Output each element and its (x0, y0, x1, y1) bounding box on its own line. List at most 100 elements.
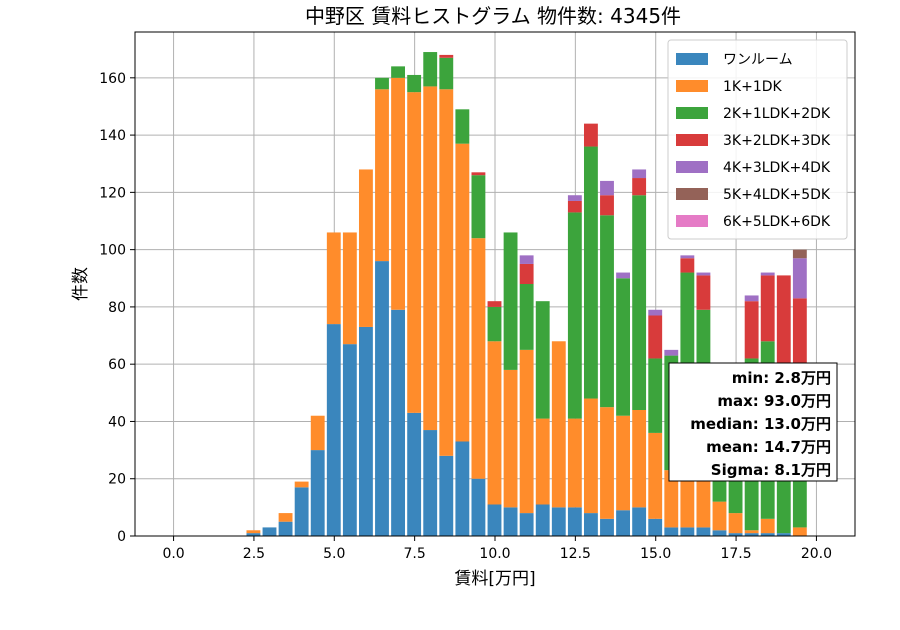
bar-segment (680, 258, 695, 273)
bar-segment (696, 275, 711, 310)
bar-segment (342, 344, 357, 536)
bar-segment (262, 527, 277, 536)
bar-segment (760, 272, 775, 276)
y-tick-label: 60 (108, 357, 126, 373)
x-tick-label: 12.5 (560, 546, 591, 562)
bar-segment (567, 200, 582, 213)
bar-segment (471, 238, 486, 479)
bar-segment (712, 530, 727, 536)
bar-segment (664, 527, 679, 536)
bar-segment (648, 358, 663, 433)
bar-segment (535, 504, 550, 536)
bar-segment (423, 430, 438, 536)
bar-segment (407, 92, 422, 413)
bar-segment (503, 232, 518, 370)
bar-segment (326, 324, 341, 536)
bar-segment (358, 169, 373, 327)
bar-segment (696, 470, 711, 528)
legend-label: 4K+3LDK+4DK (723, 160, 831, 176)
legend-swatch (676, 161, 708, 173)
bar-segment (744, 530, 759, 534)
bar-segment (632, 410, 647, 508)
bar-segment (423, 86, 438, 431)
bar-segment (567, 195, 582, 201)
bar-segment (551, 507, 566, 536)
bar-segment (728, 513, 743, 534)
bar-segment (648, 432, 663, 519)
bar-segment (487, 341, 502, 505)
bar-segment (712, 501, 727, 531)
y-tick-label: 80 (108, 300, 126, 316)
x-tick-label: 0.0 (162, 546, 184, 562)
bar-segment (439, 54, 454, 58)
legend-label: 1K+1DK (723, 79, 783, 95)
bar-segment (391, 66, 405, 78)
x-axis-ticks: 0.0 2.5 5.0 7.5 10.0 12.5 15.0 17.5 20.0 (162, 536, 832, 562)
bar-segment (680, 527, 695, 536)
legend-swatch (676, 134, 708, 146)
y-axis-ticks: 0 20 40 60 80 100 120 140 160 (99, 71, 135, 545)
legend-swatch (676, 53, 708, 65)
y-tick-label: 120 (99, 185, 126, 201)
legend-label: 5K+4LDK+5DK (723, 187, 831, 203)
legend-label: 6K+5LDK+6DK (723, 214, 831, 230)
bar-segment (600, 180, 614, 196)
bar-segment (648, 309, 663, 316)
bar-segment (760, 275, 775, 342)
stats-box-frame (668, 362, 838, 482)
bar-segment (760, 533, 775, 536)
bar-segment (358, 326, 373, 536)
bar-segment (616, 278, 630, 416)
bar-segment (503, 369, 518, 508)
bar-segment (792, 527, 807, 536)
bar-segment (519, 255, 534, 264)
bar-segment (471, 172, 486, 176)
x-tick-label: 5.0 (323, 546, 345, 562)
bar-segment (471, 175, 486, 239)
bar-segment (535, 301, 550, 419)
bar-segment (407, 74, 422, 93)
bar-segment (487, 306, 502, 342)
bar-segment (407, 412, 422, 536)
bar-segment (278, 521, 293, 536)
bar-segment (310, 415, 325, 451)
bar-segment (792, 258, 807, 299)
bar-segment (471, 478, 486, 536)
bar-segment (648, 315, 663, 359)
bar-segment (375, 77, 389, 90)
bar-segment (455, 109, 470, 144)
bar-segment (792, 249, 807, 259)
bar-segment (567, 418, 582, 508)
y-tick-label: 140 (99, 128, 126, 144)
bar-segment (616, 272, 630, 279)
bar-segment (567, 212, 582, 419)
bar-segment (375, 261, 389, 536)
bar-segment (294, 481, 309, 488)
bar-segment (567, 507, 582, 536)
x-tick-label: 7.5 (404, 546, 426, 562)
bar-segment (246, 533, 261, 536)
legend-frame (667, 39, 848, 240)
bar-segment (439, 455, 454, 536)
y-axis-label: 件数 (71, 267, 91, 301)
bar-segment (278, 513, 293, 522)
bar-segment (664, 470, 679, 528)
bar-segment (246, 530, 261, 534)
bar-segment (326, 232, 341, 325)
bar-segment (632, 169, 647, 179)
bar-segment (583, 513, 598, 536)
bar-segment (503, 507, 518, 536)
bar-segment (744, 301, 759, 359)
bar-segment (519, 349, 534, 514)
bar-segment (583, 123, 598, 147)
bar-segment (776, 467, 791, 534)
bar-segment (616, 415, 630, 511)
stats-line: mean: 14.7万円 (706, 438, 831, 456)
bar-segment (776, 533, 791, 536)
bar-segment (423, 52, 438, 87)
bar-segment (664, 349, 679, 356)
bar-segment (487, 504, 502, 536)
bar-segment (310, 450, 325, 536)
legend-swatch (676, 215, 708, 227)
bar-segment (600, 407, 614, 519)
